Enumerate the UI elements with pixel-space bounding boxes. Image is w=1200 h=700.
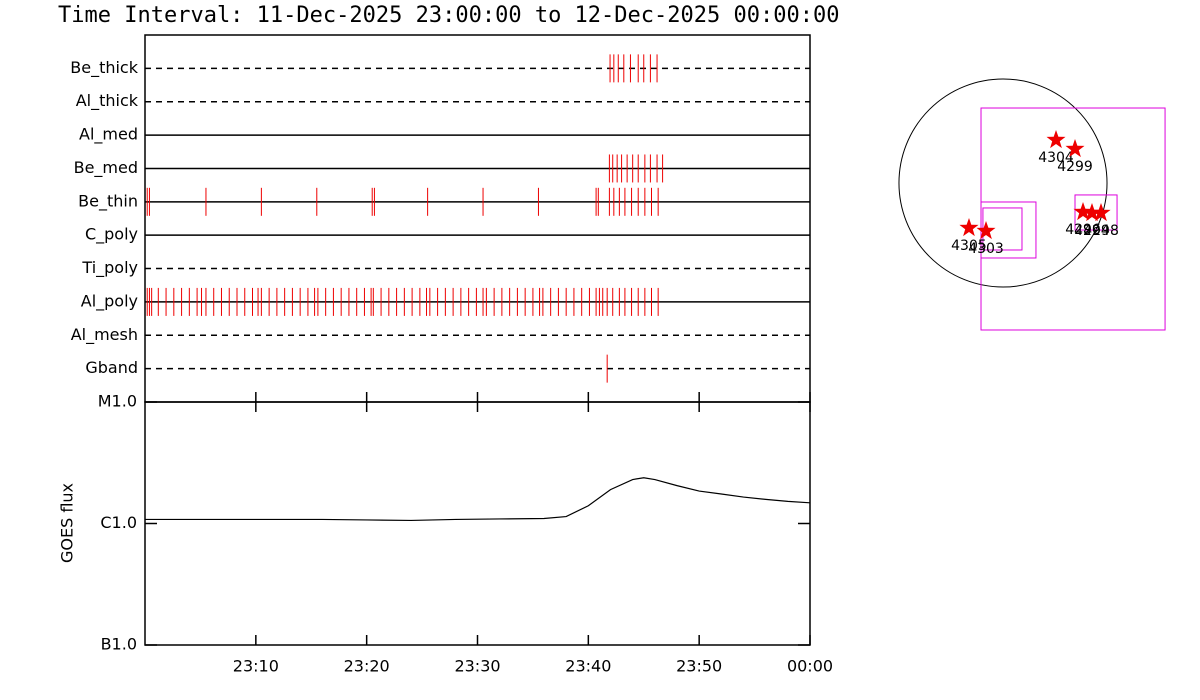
fov-box	[1074, 194, 1118, 231]
region-star	[1082, 203, 1102, 222]
y-tick-label: M1.0	[98, 392, 137, 411]
goes-frame	[144, 401, 811, 646]
x-tick-label: 23:40	[565, 657, 611, 676]
region-label: 4305	[951, 238, 987, 254]
region-star	[959, 218, 979, 237]
region-star	[1073, 202, 1093, 221]
chart-title: Time Interval: 11-Dec-2025 23:00:00 to 1…	[58, 3, 839, 28]
row-label: Al_med	[79, 125, 138, 145]
y-tick-label: C1.0	[100, 513, 137, 532]
region-star	[976, 221, 996, 240]
row-label: Ti_poly	[81, 258, 138, 278]
fov-box	[980, 107, 1166, 331]
region-label: 4296	[1065, 222, 1101, 238]
region-label: 4299	[1057, 159, 1093, 175]
region-star	[1065, 139, 1085, 158]
x-tick-label: 23:50	[676, 657, 722, 676]
row-label: Be_thin	[78, 191, 138, 211]
region-star	[1091, 203, 1111, 222]
solar-limb	[898, 78, 1108, 288]
row-label: Gband	[85, 358, 138, 377]
x-tick-label: 23:10	[233, 657, 279, 676]
row-label: Be_thick	[70, 58, 138, 78]
row-label: Be_med	[74, 158, 138, 178]
x-tick-label: 23:20	[344, 657, 390, 676]
region-label: 4304	[1038, 150, 1074, 166]
region-star	[1046, 130, 1066, 149]
row-label: Al_mesh	[71, 325, 138, 345]
row-label: Al_poly	[81, 291, 138, 311]
region-label: 4298	[1083, 223, 1119, 239]
row-label: C_poly	[85, 225, 138, 245]
y-tick-label: B1.0	[101, 635, 137, 654]
x-tick-label: 00:00	[787, 657, 833, 676]
timeline-frame	[144, 34, 811, 403]
region-label: 4294	[1074, 223, 1110, 239]
y-axis-label: GOES flux	[58, 483, 77, 563]
row-label: Al_thick	[76, 91, 139, 111]
x-tick-label: 23:30	[454, 657, 500, 676]
region-label: 4303	[968, 241, 1004, 257]
goes-curve	[145, 477, 811, 522]
